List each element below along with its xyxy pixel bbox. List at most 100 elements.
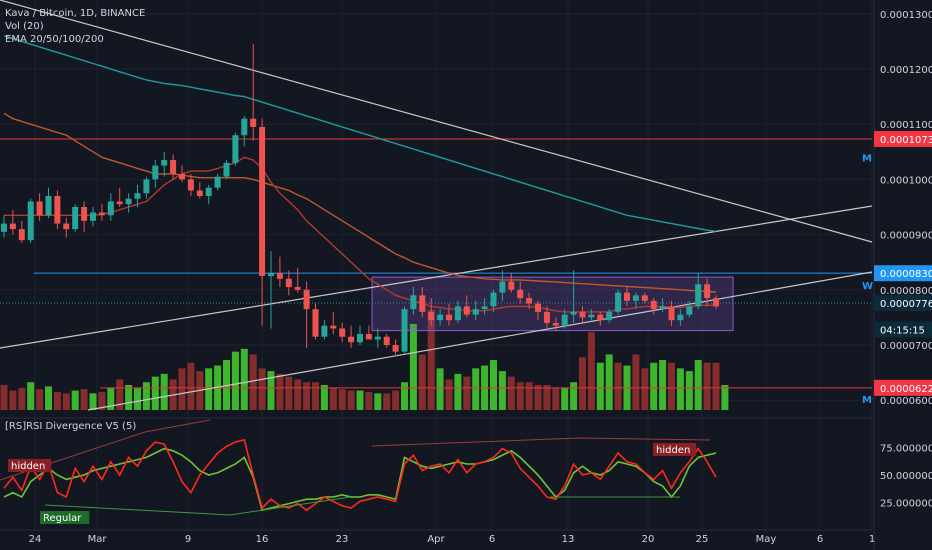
candle [36, 193, 43, 221]
candle [330, 311, 337, 334]
chart-legend: Kava / Bitcoin, 1D, BINANCE Vol (20) EMA… [5, 7, 145, 46]
timeframe-marker: W [862, 281, 873, 292]
candle [659, 298, 666, 312]
volume-bar [240, 348, 248, 410]
candle-body [392, 345, 399, 352]
volume-bar [463, 376, 471, 410]
candle-body [143, 179, 150, 194]
candle-body [410, 295, 417, 310]
candle [579, 306, 586, 323]
volume-bar [98, 391, 106, 410]
candle-body [357, 333, 363, 343]
volume-bar [285, 376, 293, 410]
candle [27, 198, 34, 243]
candle [63, 218, 70, 238]
candle-body [125, 198, 132, 205]
volume-bar [694, 360, 702, 410]
candle-body [437, 314, 444, 321]
candle-body [276, 273, 283, 279]
volume-legend[interactable]: Vol (20) [5, 21, 44, 32]
candle-body [615, 292, 622, 312]
rsi-tick-label: 25.00000000 [880, 499, 932, 510]
candle-body [9, 223, 16, 230]
volume-bar [258, 368, 266, 410]
range-box[interactable] [371, 276, 734, 332]
candle [205, 184, 212, 205]
volume-bar [303, 382, 311, 410]
time-tick-label: May [756, 534, 777, 545]
price-tag-label: 04:15:15 [880, 326, 925, 337]
volume-bar [276, 373, 284, 410]
candle-body [481, 306, 488, 310]
volume-bar [632, 354, 640, 410]
candle-body [383, 336, 390, 345]
timeframe-marker: M [862, 153, 872, 164]
candle [410, 287, 417, 315]
candle [90, 207, 96, 227]
volume-bar [641, 368, 649, 410]
candle [454, 300, 461, 323]
candle [339, 322, 346, 343]
rsi-tick-label: 50.00000000 [880, 471, 932, 482]
candle [179, 165, 185, 183]
candle [437, 309, 444, 326]
candle-body [624, 292, 630, 301]
volume-bar [160, 373, 168, 410]
horizontal-lines[interactable] [0, 138, 872, 389]
rsi-title[interactable]: [RS]RSI Divergence V5 (5) [5, 421, 137, 432]
volume-bar [392, 390, 400, 410]
candle [606, 309, 613, 323]
time-axis[interactable]: 24 Mar 9 16 23 Apr 6 13 20 25 May 6 1 [0, 529, 875, 545]
divergence-label: hidden [11, 461, 45, 472]
rsi-tick-label: 75.00000000 [880, 444, 932, 455]
volume-bar [178, 368, 186, 410]
candle [365, 325, 372, 340]
candle [268, 251, 274, 329]
volume-bar [454, 373, 462, 410]
candle-body [686, 306, 693, 315]
candle [321, 320, 328, 340]
candle-body [152, 165, 159, 180]
candle-body [641, 295, 648, 301]
candle-body [713, 298, 719, 307]
candle [107, 193, 114, 221]
volume-bar [561, 387, 569, 410]
candle [446, 303, 452, 326]
volume-bar [552, 387, 560, 410]
candle [463, 295, 470, 318]
lower-channel-line [87, 271, 873, 411]
candle-body [107, 201, 114, 216]
candle [543, 306, 550, 329]
candle [570, 270, 577, 323]
volume-bar [614, 362, 622, 410]
price-tag: 0.00010733 [874, 130, 932, 147]
candle [508, 273, 515, 293]
candle-body [401, 309, 408, 352]
ema-legend[interactable]: EMA 20/50/100/200 [5, 34, 104, 45]
volume-bar [45, 386, 52, 410]
candle-body [285, 278, 292, 288]
volume-bar [596, 362, 604, 410]
volume-bar [107, 387, 115, 410]
candle-body [543, 311, 550, 323]
volume-bar [374, 393, 382, 410]
volume-bar [347, 390, 355, 410]
candle-body [214, 176, 221, 188]
trend-lines[interactable] [0, 0, 873, 411]
candle [650, 298, 657, 315]
candle-body [499, 281, 506, 293]
candle [695, 273, 702, 310]
candle [481, 298, 488, 315]
symbol-title[interactable]: Kava / Bitcoin, 1D, BINANCE [5, 8, 146, 19]
divergence-line [371, 437, 711, 447]
candle-body [517, 289, 524, 299]
price-tag-label: 0.00006224 [880, 384, 932, 395]
price-tag: 04:15:15 [874, 321, 932, 338]
volume-bar [27, 382, 35, 410]
candle [374, 328, 381, 348]
